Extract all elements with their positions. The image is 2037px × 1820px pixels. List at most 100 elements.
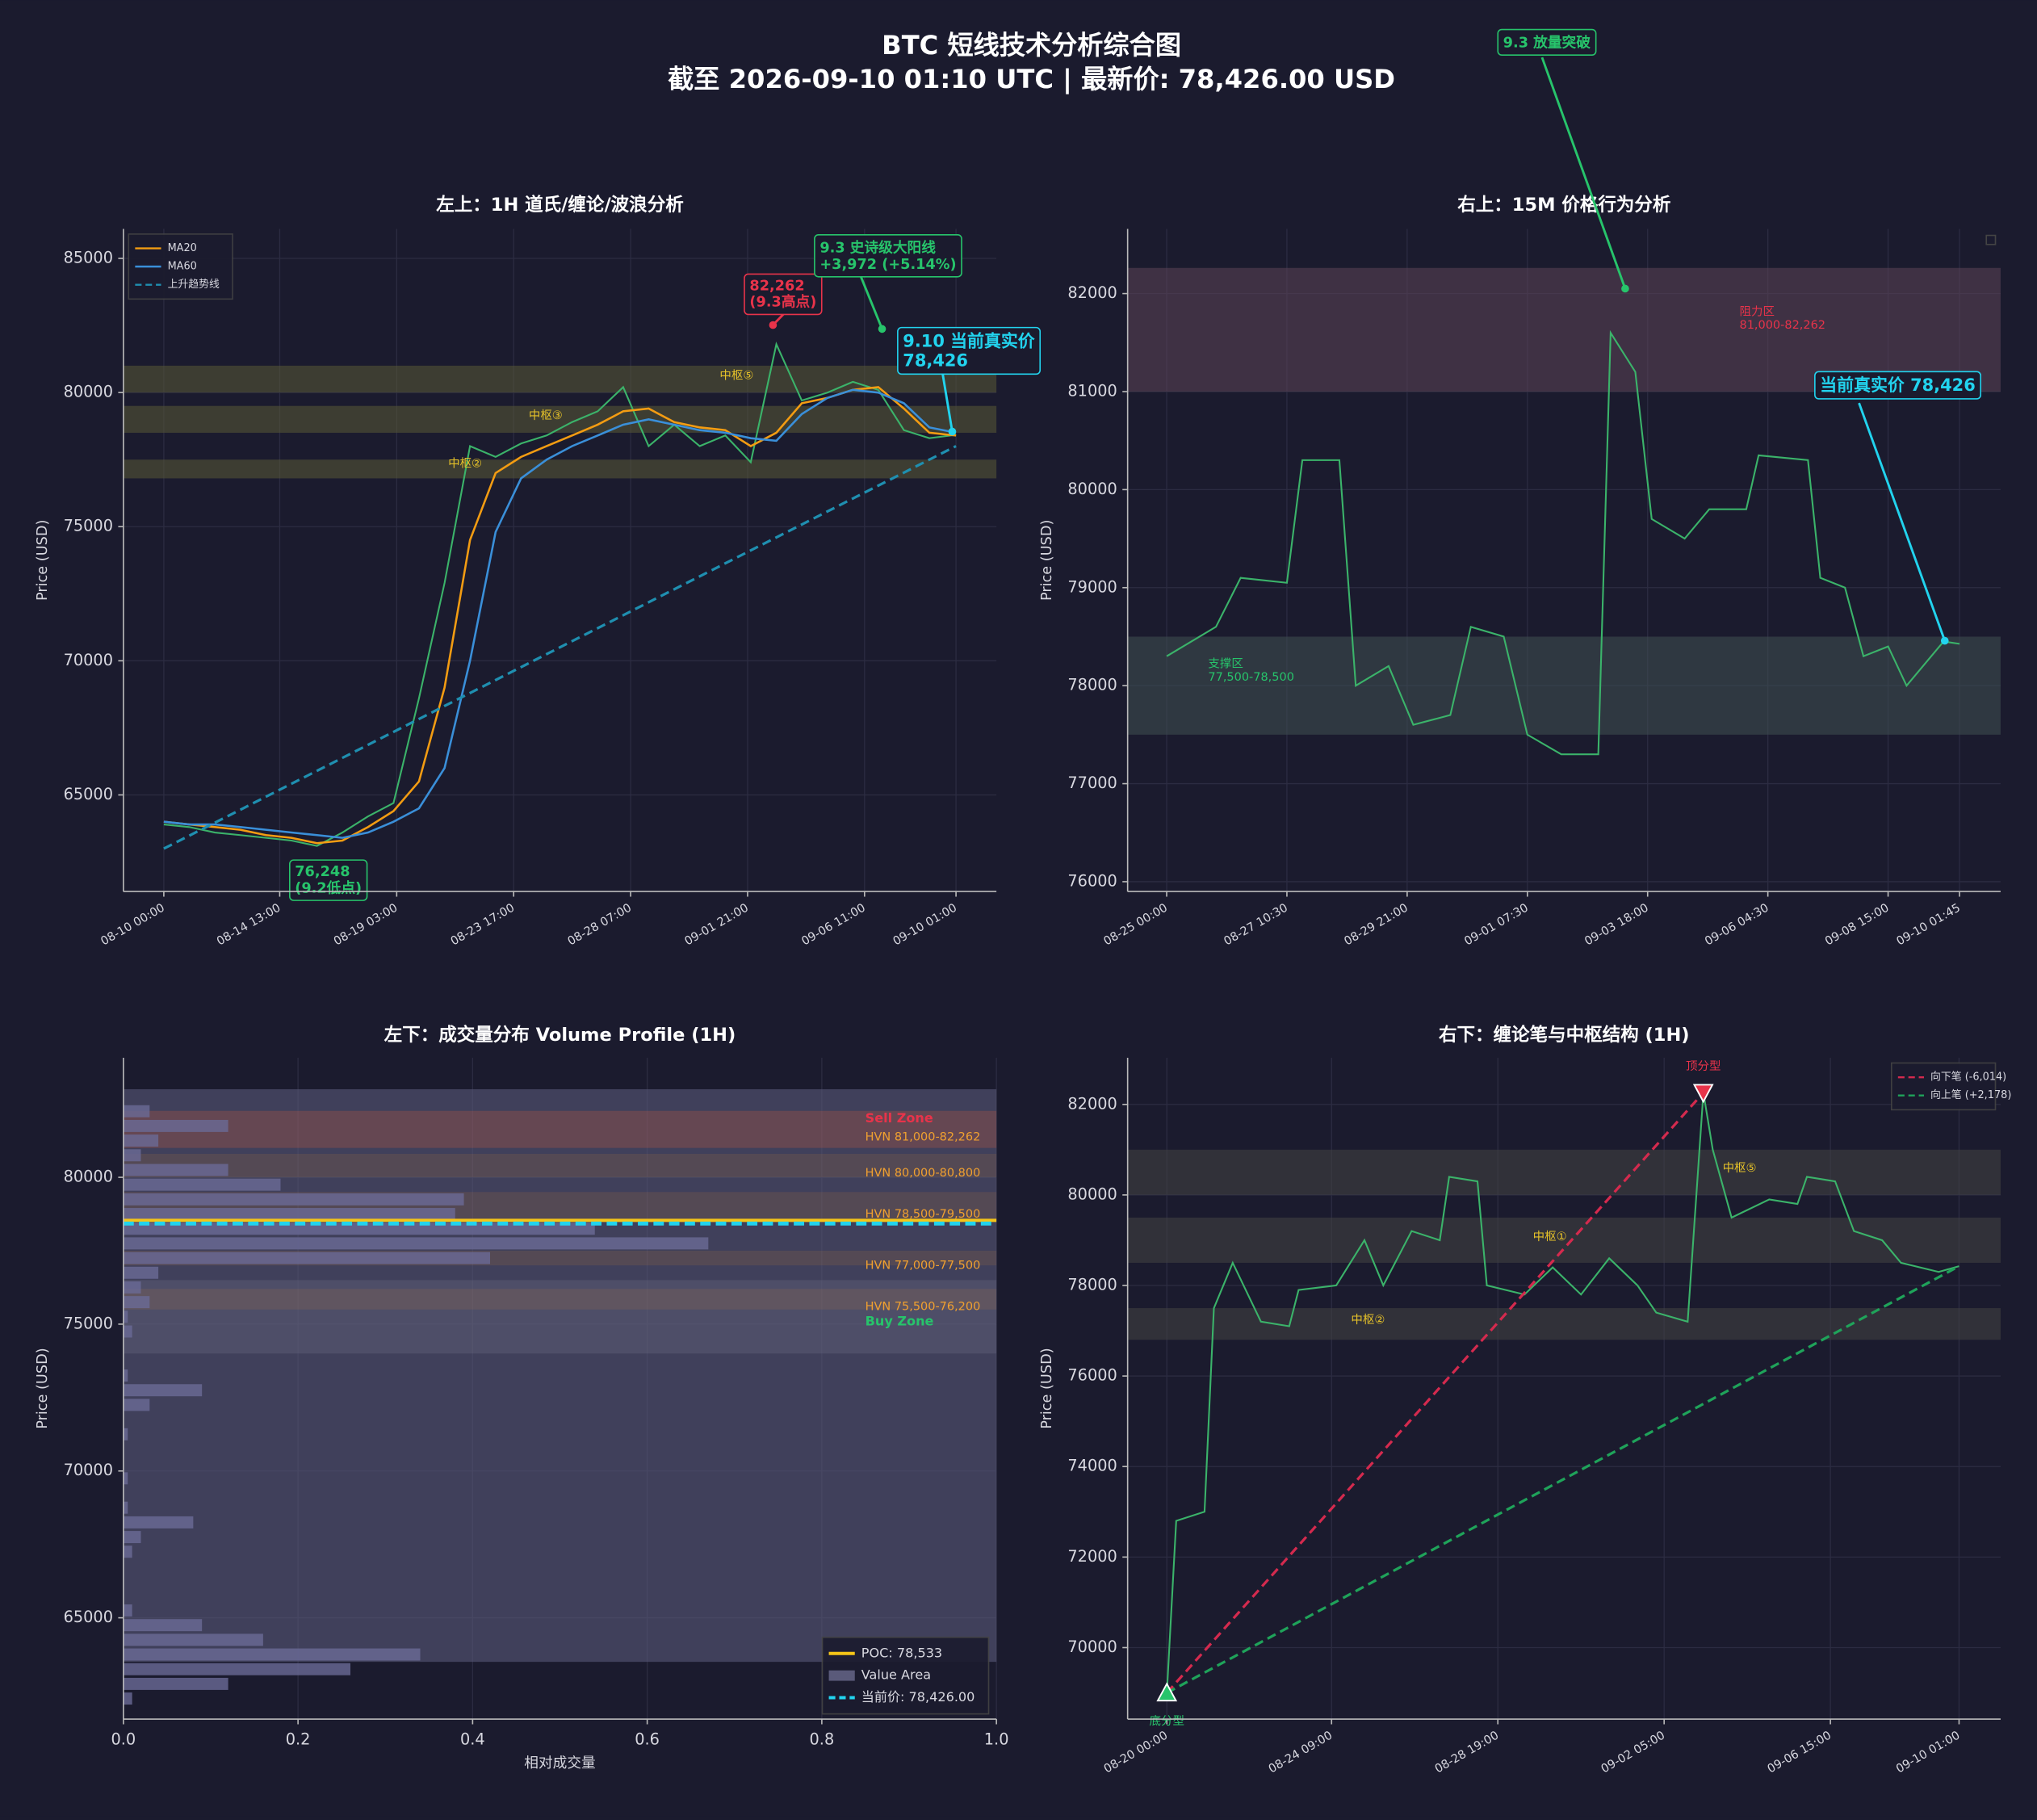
hvn-zone (123, 1289, 997, 1310)
zone (123, 459, 997, 479)
y-tick-label: 70000 (1067, 1638, 1117, 1656)
volume-bar (123, 1384, 203, 1397)
volume-bar (123, 1501, 128, 1514)
sell-zone (123, 1110, 997, 1148)
hvn-label: HVN 77,000-77,500 (866, 1260, 981, 1273)
x-tick-label: 0.4 (460, 1730, 485, 1748)
annotation-text: 9.10 当前真实价 (903, 331, 1034, 350)
annotation-text: 中枢② (1351, 1313, 1385, 1327)
x-tick-label: 0.8 (810, 1730, 835, 1748)
buy-zone-label: Buy Zone (866, 1313, 934, 1328)
series-line (1166, 1092, 1704, 1694)
volume-bar (123, 1325, 132, 1338)
chart-title: BTC 短线技术分析综合图 (882, 30, 1181, 61)
x-axis-label: 相对成交量 (524, 1755, 595, 1772)
volume-bar (123, 1252, 491, 1264)
volume-bar (123, 1531, 141, 1544)
x-tick-label: 0.2 (286, 1730, 311, 1748)
y-tick-label: 76000 (1067, 871, 1117, 890)
y-tick-label: 85000 (64, 249, 113, 267)
annotation-arrowhead (769, 321, 777, 329)
y-tick-label: 77000 (1067, 774, 1117, 792)
volume-bar (123, 1369, 128, 1382)
panel-title: 右下：缠论笔与中枢结构 (1H) (1439, 1024, 1690, 1046)
legend-label: 向上笔 (+2,178) (1930, 1088, 2011, 1101)
volume-bar (123, 1164, 228, 1176)
hvn-label: HVN 80,000-80,800 (866, 1167, 981, 1180)
series-line (163, 386, 957, 845)
volume-bar (123, 1633, 263, 1646)
y-axis-label: Price (USD) (35, 520, 51, 601)
x-tick-label: 1.0 (984, 1730, 1009, 1748)
annotation-arrow (857, 270, 883, 329)
y-tick-label: 80000 (1067, 480, 1117, 498)
y-tick-label: 75000 (64, 517, 113, 535)
annotation-text: 81,000-82,262 (1740, 319, 1825, 332)
y-tick-label: 70000 (64, 1461, 113, 1479)
y-tick-label: 81000 (1067, 381, 1117, 400)
panel-title: 左下：成交量分布 Volume Profile (1H) (384, 1024, 736, 1046)
annotation-text: 阻力区 (1740, 304, 1775, 318)
volume-bar (123, 1663, 350, 1675)
annotation-text: 78,426 (903, 351, 968, 371)
annotation-text: 9.3 放量突破 (1503, 33, 1591, 51)
volume-bar (123, 1193, 464, 1206)
legend-label: 上升趋势线 (168, 278, 220, 291)
volume-bar (123, 1237, 709, 1250)
volume-bar (123, 1648, 421, 1661)
annotation-box (1497, 28, 1597, 57)
price-line (1166, 329, 1960, 756)
y-tick-label: 80000 (1067, 1185, 1117, 1203)
annotation-arrowhead (948, 427, 957, 436)
y-tick-label: 76000 (1067, 1366, 1117, 1385)
y-tick-label: 75000 (64, 1314, 113, 1332)
annotation-text: +3,972 (+5.14%) (819, 257, 956, 273)
zone (1127, 1217, 2001, 1263)
volume-bar (123, 1692, 132, 1705)
annotation-text: 支撑区 (1208, 656, 1243, 670)
annotation-text: 中枢① (1533, 1230, 1567, 1243)
annotation-box (814, 233, 962, 278)
y-tick-label: 80000 (64, 383, 113, 401)
y-tick-label: 82000 (1067, 1094, 1117, 1113)
fractal-marker (1156, 1682, 1178, 1702)
legend-label: POC: 78,533 (861, 1645, 942, 1660)
y-tick-label: 65000 (64, 1608, 113, 1626)
fractal-label: 底分型 (1150, 1714, 1184, 1728)
annotation-box (744, 273, 823, 316)
volume-bar (123, 1119, 228, 1132)
volume-bar (123, 1134, 159, 1147)
hvn-label: HVN 81,000-82,262 (866, 1130, 981, 1143)
price-line (163, 342, 957, 847)
zone (1127, 1308, 2001, 1340)
legend-swatch (828, 1670, 855, 1681)
annotation-text: 76,248 (295, 864, 350, 880)
y-tick-label: 78000 (1067, 676, 1117, 694)
panel-title: 左上：1H 道氏/缠论/波浪分析 (436, 194, 683, 216)
legend-box (1985, 234, 1997, 245)
volume-bar (123, 1545, 132, 1558)
buy-zone (123, 1280, 997, 1354)
annotation-arrowhead (878, 325, 886, 333)
volume-bar (123, 1149, 141, 1162)
annotation-arrowhead (1940, 636, 1949, 645)
volume-bar (123, 1281, 141, 1294)
series-line (163, 388, 957, 839)
annotation-box (289, 859, 368, 901)
y-tick-label: 65000 (64, 785, 113, 803)
annotation-text: 中枢⑤ (719, 368, 753, 382)
x-tick-label: 0.6 (635, 1730, 660, 1748)
annotation-arrow (1540, 57, 1627, 289)
zone (1127, 636, 2001, 735)
annotation-arrow (1858, 402, 1947, 642)
volume-bar (123, 1619, 203, 1632)
zone (1127, 267, 2001, 392)
volume-bar (123, 1296, 150, 1309)
series-line (1166, 1264, 1960, 1694)
legend (1890, 1062, 1997, 1111)
annotation-text: (9.3高点) (749, 293, 816, 311)
annotation-text: 82,262 (749, 278, 804, 294)
hvn-zone (123, 1153, 997, 1178)
